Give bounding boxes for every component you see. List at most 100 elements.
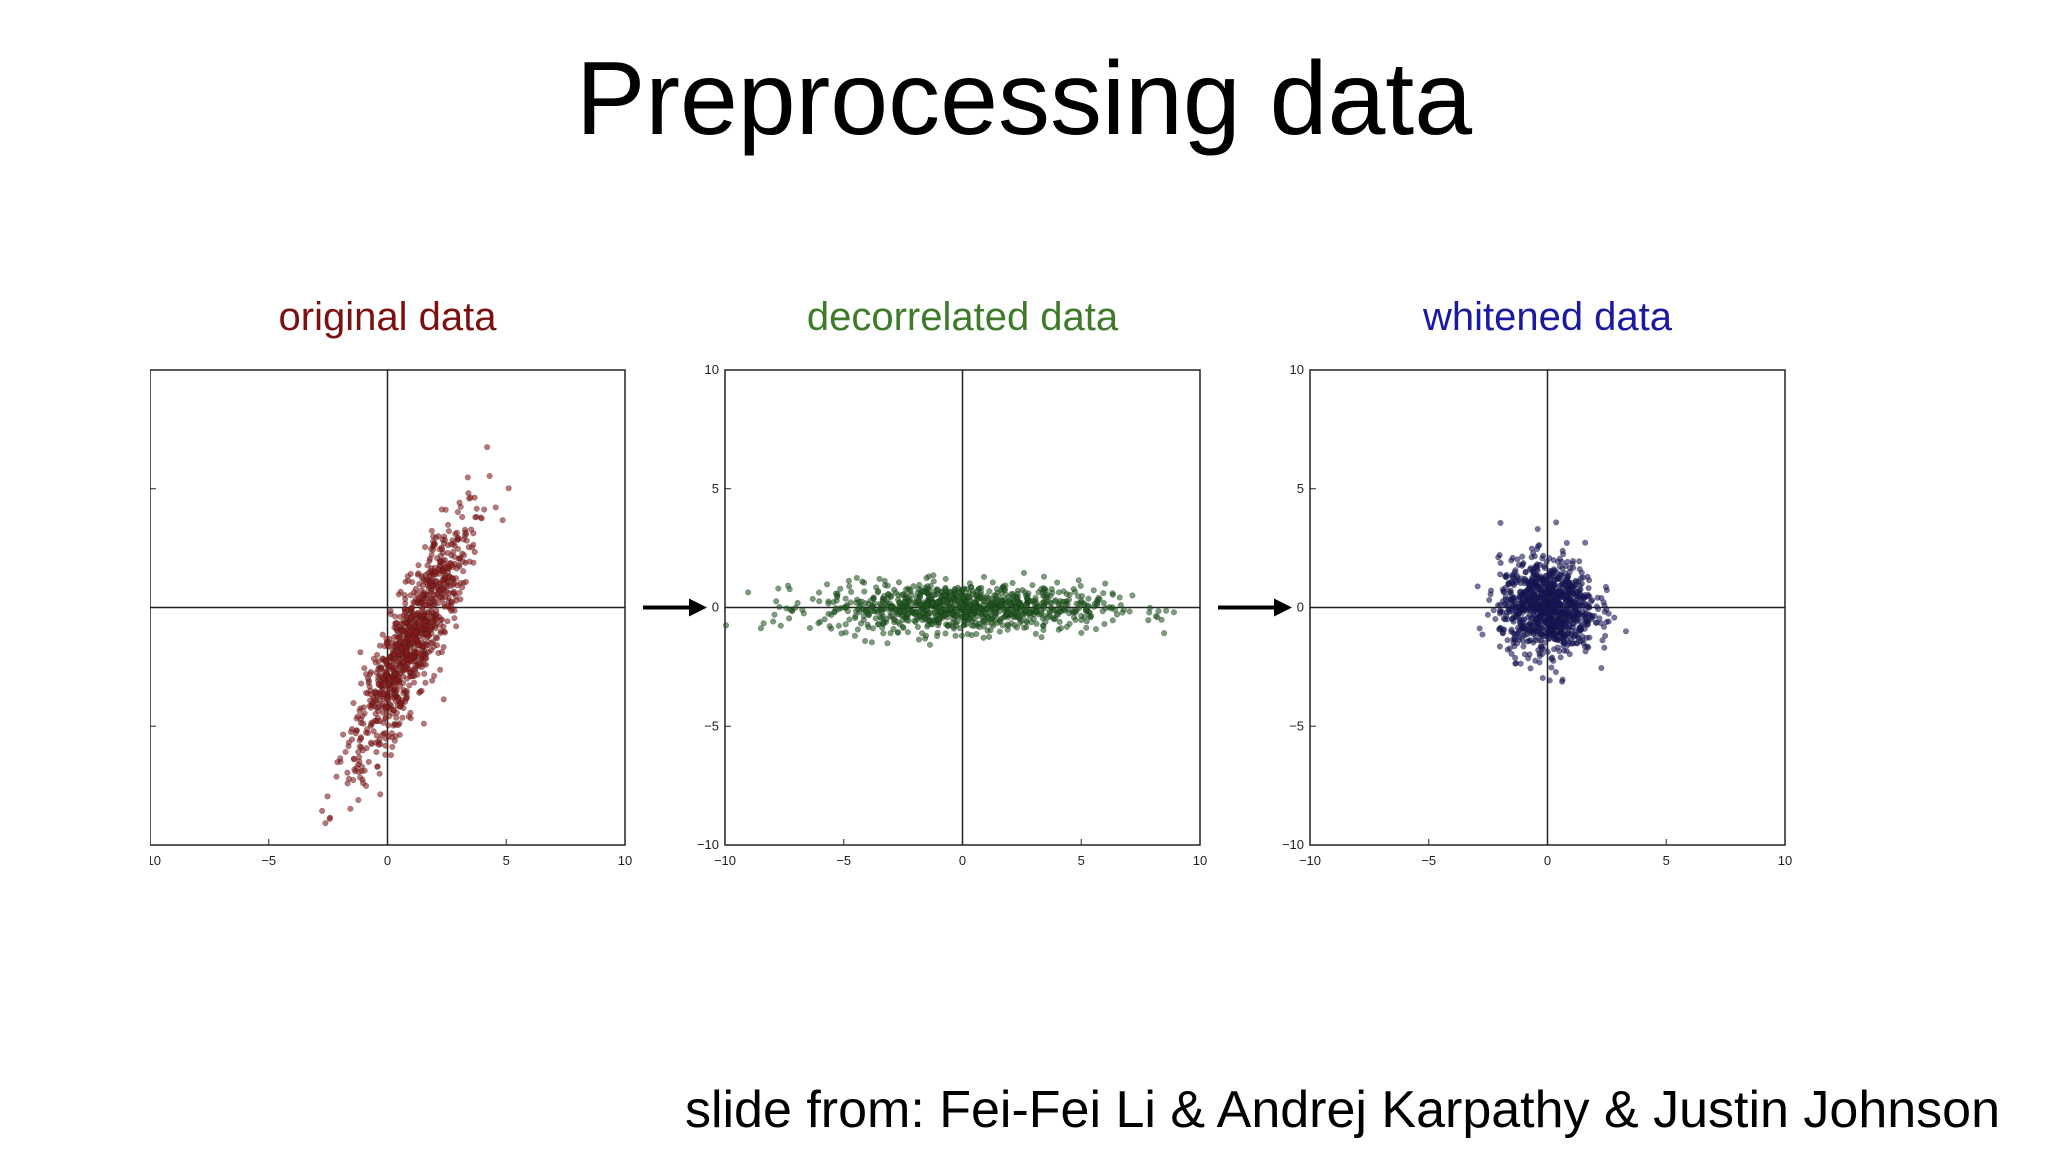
- data-point: [1548, 572, 1555, 579]
- data-point: [1556, 595, 1563, 602]
- data-point: [1507, 596, 1514, 603]
- data-point: [1560, 551, 1567, 558]
- data-point: [1038, 586, 1045, 593]
- data-point: [996, 628, 1003, 635]
- data-point: [1022, 606, 1029, 613]
- data-point: [433, 615, 440, 622]
- x-tick-label: 10: [618, 853, 632, 868]
- data-point: [1066, 620, 1073, 627]
- data-point: [370, 655, 377, 662]
- data-point: [373, 732, 380, 739]
- data-point: [1116, 594, 1123, 601]
- data-point: [1497, 519, 1504, 526]
- data-point: [1077, 582, 1084, 589]
- data-point: [364, 726, 371, 733]
- data-point: [1546, 677, 1553, 684]
- data-point: [1039, 615, 1046, 622]
- data-point: [459, 513, 466, 520]
- data-point: [400, 686, 407, 693]
- data-point: [989, 596, 996, 603]
- data-point: [444, 618, 451, 625]
- data-point: [905, 610, 912, 617]
- data-point: [1109, 604, 1116, 611]
- data-point: [1476, 625, 1483, 632]
- data-point: [928, 594, 935, 601]
- data-point: [365, 758, 372, 765]
- data-point: [1537, 613, 1544, 620]
- data-point: [437, 580, 444, 587]
- data-point: [1099, 608, 1106, 615]
- y-tick-label: −5: [704, 718, 719, 733]
- data-point: [799, 606, 806, 613]
- data-point: [794, 599, 801, 606]
- data-point: [1502, 584, 1509, 591]
- x-tick-label: 5: [503, 853, 510, 868]
- data-point: [412, 628, 419, 635]
- data-point: [376, 770, 383, 777]
- data-point: [993, 585, 1000, 592]
- data-point: [942, 630, 949, 637]
- data-point: [1530, 593, 1537, 600]
- x-tick-label: 0: [959, 853, 966, 868]
- data-point: [1020, 612, 1027, 619]
- data-point: [366, 683, 373, 690]
- data-point: [1582, 648, 1589, 655]
- data-point: [1576, 558, 1583, 565]
- data-point: [1503, 573, 1510, 580]
- data-point: [860, 617, 867, 624]
- data-point: [903, 616, 910, 623]
- data-point: [970, 590, 977, 597]
- data-point: [461, 552, 468, 559]
- data-point: [375, 682, 382, 689]
- data-point: [398, 645, 405, 652]
- data-point: [356, 707, 363, 714]
- data-point: [941, 612, 948, 619]
- data-point: [1535, 594, 1542, 601]
- data-point: [980, 623, 987, 630]
- data-point: [1014, 594, 1021, 601]
- data-point: [1539, 675, 1546, 682]
- data-point: [407, 715, 414, 722]
- data-point: [418, 600, 425, 607]
- data-point: [1601, 644, 1608, 651]
- data-point: [342, 748, 349, 755]
- data-point: [1539, 555, 1546, 562]
- arrow-right-icon: [689, 598, 707, 617]
- x-tick-label: 0: [384, 853, 391, 868]
- data-point: [953, 622, 960, 629]
- data-point: [1533, 628, 1540, 635]
- data-point: [894, 629, 901, 636]
- data-point: [1573, 600, 1580, 607]
- data-point: [776, 603, 783, 610]
- data-point: [352, 730, 359, 737]
- data-point: [1538, 645, 1545, 652]
- data-point: [920, 588, 927, 595]
- data-point: [1582, 539, 1589, 546]
- data-point: [1484, 611, 1491, 618]
- data-point: [1060, 588, 1067, 595]
- data-point: [347, 805, 354, 812]
- data-point: [868, 639, 875, 646]
- data-point: [1584, 593, 1591, 600]
- data-point: [1060, 598, 1067, 605]
- data-point: [923, 632, 930, 639]
- data-point: [1542, 580, 1549, 587]
- data-point: [416, 689, 423, 696]
- x-tick-label: 0: [1544, 853, 1551, 868]
- data-point: [1100, 590, 1107, 597]
- y-tick-label: 10: [1290, 362, 1304, 377]
- data-point: [1577, 586, 1584, 593]
- data-point: [429, 583, 436, 590]
- data-point: [831, 609, 838, 616]
- data-point: [413, 615, 420, 622]
- data-point: [786, 615, 793, 622]
- data-point: [391, 737, 398, 744]
- data-point: [471, 548, 478, 555]
- data-point: [760, 620, 767, 627]
- data-point: [874, 589, 881, 596]
- data-point: [952, 632, 959, 639]
- data-point: [469, 544, 476, 551]
- data-point: [409, 579, 416, 586]
- data-point: [505, 485, 512, 492]
- data-point: [383, 635, 390, 642]
